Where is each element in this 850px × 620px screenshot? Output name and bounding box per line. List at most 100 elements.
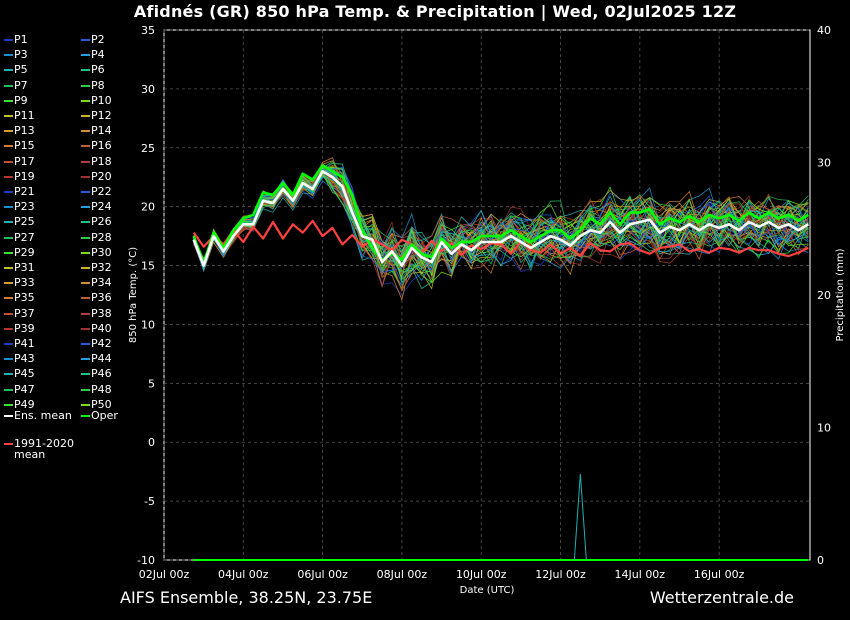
legend-swatch <box>4 267 13 269</box>
legend-label: P19 <box>14 169 35 183</box>
legend-swatch <box>81 54 90 57</box>
legend-label: P29 <box>14 245 35 259</box>
y-tick-label: 15 <box>141 260 155 273</box>
legend-item-p35: P35 <box>4 292 35 304</box>
y-right-tick-label: 0 <box>817 554 824 567</box>
legend-item-p16: P16 <box>81 140 112 152</box>
legend-label: P48 <box>91 382 112 396</box>
legend-item-p30: P30 <box>81 246 112 259</box>
legend-item-p10: P10 <box>81 93 112 107</box>
series-line-2 <box>192 219 809 258</box>
x-tick-label: 08Jul 00z <box>377 568 428 581</box>
legend-label: P49 <box>14 397 35 411</box>
legend-item-p17: P17 <box>4 155 35 168</box>
x-tick-label: 02Jul 00z <box>139 568 190 581</box>
legend-label: P2 <box>91 33 105 46</box>
legend-label: P9 <box>14 93 28 107</box>
legend-label: Oper <box>91 409 118 422</box>
legend-item-ens-mean: Ens. mean <box>4 410 72 422</box>
legend-item-p18: P18 <box>81 155 112 168</box>
legend-item-p11: P11 <box>4 110 35 122</box>
legend-item-p50: P50 <box>81 397 112 411</box>
y-tick-label: 0 <box>148 436 155 449</box>
legend-label: P42 <box>91 337 112 350</box>
y-right-tick-label: 20 <box>817 289 831 302</box>
member-line-P50 <box>193 166 809 284</box>
legend-item-p3: P3 <box>4 49 28 61</box>
legend-item-p27: P27 <box>4 231 35 244</box>
legend-swatch <box>4 251 13 254</box>
legend-item-p43: P43 <box>4 353 35 365</box>
legend-swatch <box>4 443 13 445</box>
legend-label: P45 <box>14 367 35 381</box>
legend-item-p47: P47 <box>4 382 35 396</box>
legend-item-p5: P5 <box>4 64 28 76</box>
legend-swatch <box>81 84 90 87</box>
footer-model-location: AIFS Ensemble, 38.25N, 23.75E <box>120 588 373 607</box>
legend-item-p23: P23 <box>4 201 35 213</box>
legend-label: P50 <box>91 397 112 411</box>
legend-label: P6 <box>91 63 105 77</box>
legend-item-p29: P29 <box>4 245 35 259</box>
x-tick-label: 04Jul 00z <box>218 568 269 581</box>
legend-item-p7: P7 <box>4 78 28 92</box>
legend-swatch <box>81 160 90 163</box>
legend-label: P23 <box>14 200 35 214</box>
legend-item-p42: P42 <box>81 338 112 350</box>
y-right-tick-label: 30 <box>817 157 831 170</box>
legend-label: 1991-2020 <box>14 437 74 450</box>
legend-swatch <box>81 251 90 254</box>
x-tick-label: 16Jul 00z <box>694 568 745 581</box>
legend-label: P39 <box>14 321 35 335</box>
legend-item-p31: P31 <box>4 262 35 274</box>
legend-swatch <box>81 69 90 72</box>
legend-swatch <box>4 343 13 345</box>
series-line-1 <box>192 164 809 265</box>
legend-label: P22 <box>91 185 112 198</box>
y-axis-right: 40 30 20 10 0 <box>817 24 831 567</box>
legend-item-p2: P2 <box>81 34 105 46</box>
legend-swatch <box>4 403 13 406</box>
legend-item-p34: P34 <box>81 277 112 289</box>
legend-item-p32: P32 <box>81 262 112 274</box>
legend-item-p48: P48 <box>81 382 112 396</box>
legend-swatch <box>81 267 90 269</box>
legend-label: P38 <box>91 306 112 320</box>
legend-swatch <box>81 403 90 406</box>
legend-label: P21 <box>14 185 35 198</box>
legend-swatch <box>81 206 90 209</box>
legend-label: P7 <box>14 78 28 92</box>
legend-label: P1 <box>14 33 28 46</box>
y-tick-label: 20 <box>141 201 155 214</box>
y-tick-label: 35 <box>141 24 155 37</box>
legend-item-p15: P15 <box>4 140 35 152</box>
legend-swatch <box>4 175 13 178</box>
legend-label: P20 <box>91 169 112 183</box>
legend-label: P16 <box>91 139 112 153</box>
legend-swatch <box>81 221 90 224</box>
legend-item-p38: P38 <box>81 306 112 320</box>
legend-label: P25 <box>14 215 35 229</box>
legend-label: P12 <box>91 109 112 122</box>
legend-swatch <box>81 236 90 239</box>
legend-swatch <box>81 39 90 41</box>
legend-swatch <box>4 39 13 41</box>
x-tick-label: 12Jul 00z <box>535 568 586 581</box>
legend-swatch <box>4 297 13 300</box>
y-tick-label: -10 <box>137 554 155 567</box>
legend-item-p40: P40 <box>81 322 112 335</box>
legend-swatch <box>81 115 90 117</box>
legend-swatch <box>4 115 13 117</box>
legend-swatch <box>4 358 13 361</box>
main-series <box>192 164 809 267</box>
legend-swatch <box>81 312 90 315</box>
y-tick-label: 30 <box>141 83 155 96</box>
legend-label: P47 <box>14 382 35 396</box>
x-tick-label: 06Jul 00z <box>297 568 348 581</box>
legend-item-p14: P14 <box>81 125 112 137</box>
y-tick-label: -5 <box>144 495 155 508</box>
legend-label: P10 <box>91 93 112 107</box>
legend-item-p45: P45 <box>4 368 35 380</box>
y-axis-left: 35 30 25 20 15 10 5 0 -5 -10 <box>137 24 155 567</box>
